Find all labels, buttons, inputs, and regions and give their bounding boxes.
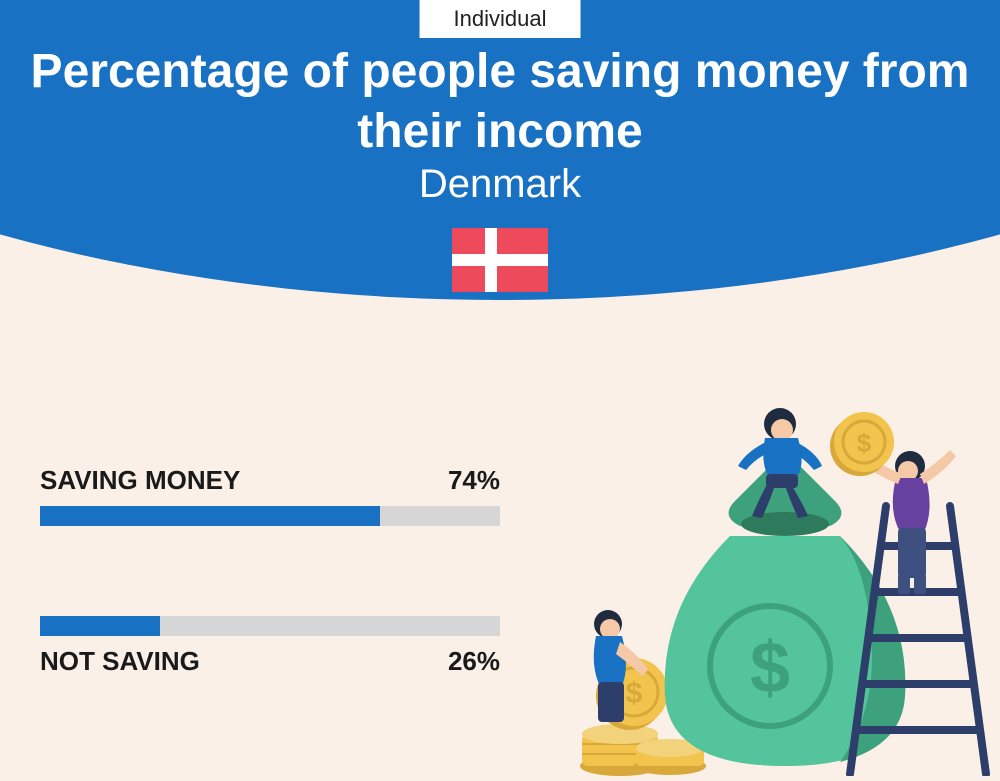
category-badge: Individual: [420, 0, 581, 38]
badge-text: Individual: [454, 6, 547, 31]
bar-fill: [40, 506, 380, 526]
bar-row-saving: SAVING MONEY 74%: [40, 465, 500, 526]
svg-text:$: $: [750, 628, 790, 708]
bar-value: 74%: [448, 465, 500, 496]
bar-track: [40, 616, 500, 636]
bar-fill: [40, 616, 160, 636]
page-title: Percentage of people saving money from t…: [0, 42, 1000, 162]
bar-value: 26%: [448, 646, 500, 677]
bar-track: [40, 506, 500, 526]
bar-chart: SAVING MONEY 74% NOT SAVING 26%: [40, 465, 500, 767]
bar-label: NOT SAVING: [40, 646, 200, 677]
svg-text:$: $: [857, 428, 872, 458]
savings-illustration: $ $: [570, 406, 1000, 776]
bar-labels: NOT SAVING 26%: [40, 646, 500, 677]
savings-illustration-svg: $ $: [570, 406, 1000, 776]
denmark-flag-icon: [452, 228, 548, 292]
flag-horizontal-stripe: [452, 254, 548, 266]
bar-label: SAVING MONEY: [40, 465, 240, 496]
page-subtitle: Denmark: [0, 162, 1000, 207]
bar-row-not-saving: NOT SAVING 26%: [40, 616, 500, 677]
svg-text:$: $: [626, 677, 643, 710]
bar-labels: SAVING MONEY 74%: [40, 465, 500, 496]
